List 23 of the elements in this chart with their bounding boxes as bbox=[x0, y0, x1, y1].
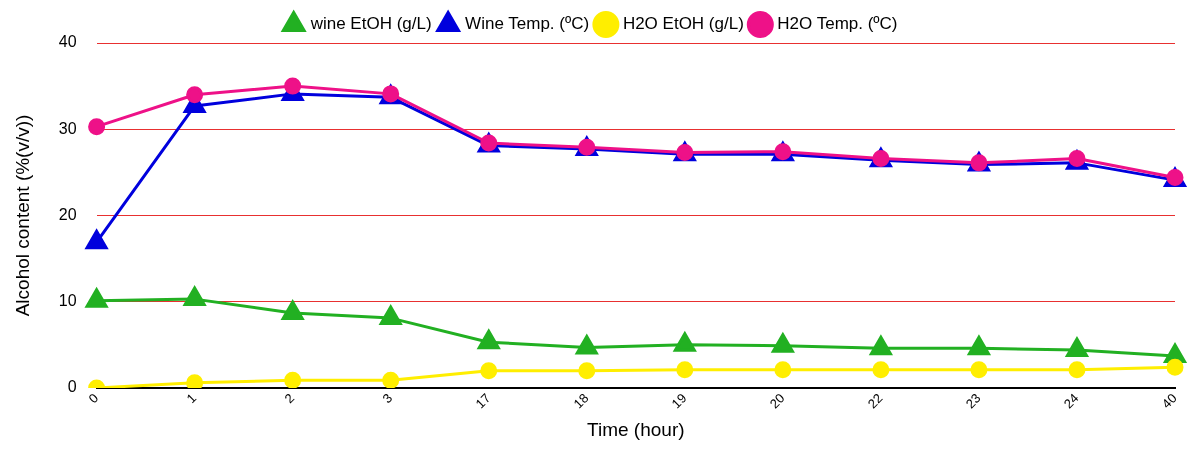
y-axis-title: Alcohol content (%(v/v)) bbox=[11, 114, 33, 317]
x-tick-label: 19 bbox=[668, 390, 690, 412]
legend-label: Wine Temp. (ºC) bbox=[465, 14, 590, 34]
y-tick-label: 10 bbox=[58, 292, 77, 310]
x-tick-label: 40 bbox=[1158, 390, 1180, 412]
x-tick-label: 24 bbox=[1060, 390, 1082, 412]
x-tick-label: 18 bbox=[570, 390, 592, 412]
x-axis-title: Time (hour) bbox=[587, 418, 685, 440]
x-tick-label: 17 bbox=[472, 390, 494, 412]
legend-label: H2O Temp. (ºC) bbox=[777, 14, 898, 34]
y-tick-label: 0 bbox=[67, 378, 77, 396]
x-tick-label: 0 bbox=[85, 390, 102, 407]
x-tick-label: 2 bbox=[281, 390, 298, 407]
x-tick-label: 3 bbox=[379, 390, 396, 407]
x-tick-label: 1 bbox=[183, 390, 200, 407]
x-tick-label: 22 bbox=[864, 390, 886, 412]
x-tick-label: 23 bbox=[962, 390, 984, 412]
legend-label: H2O EtOH (g/L) bbox=[622, 14, 744, 34]
legend-label: wine EtOH (g/L) bbox=[309, 14, 432, 34]
y-tick-label: 40 bbox=[58, 33, 77, 51]
y-tick-label: 30 bbox=[58, 119, 77, 137]
x-tick-label: 20 bbox=[766, 390, 788, 412]
y-tick-label: 20 bbox=[58, 205, 77, 223]
